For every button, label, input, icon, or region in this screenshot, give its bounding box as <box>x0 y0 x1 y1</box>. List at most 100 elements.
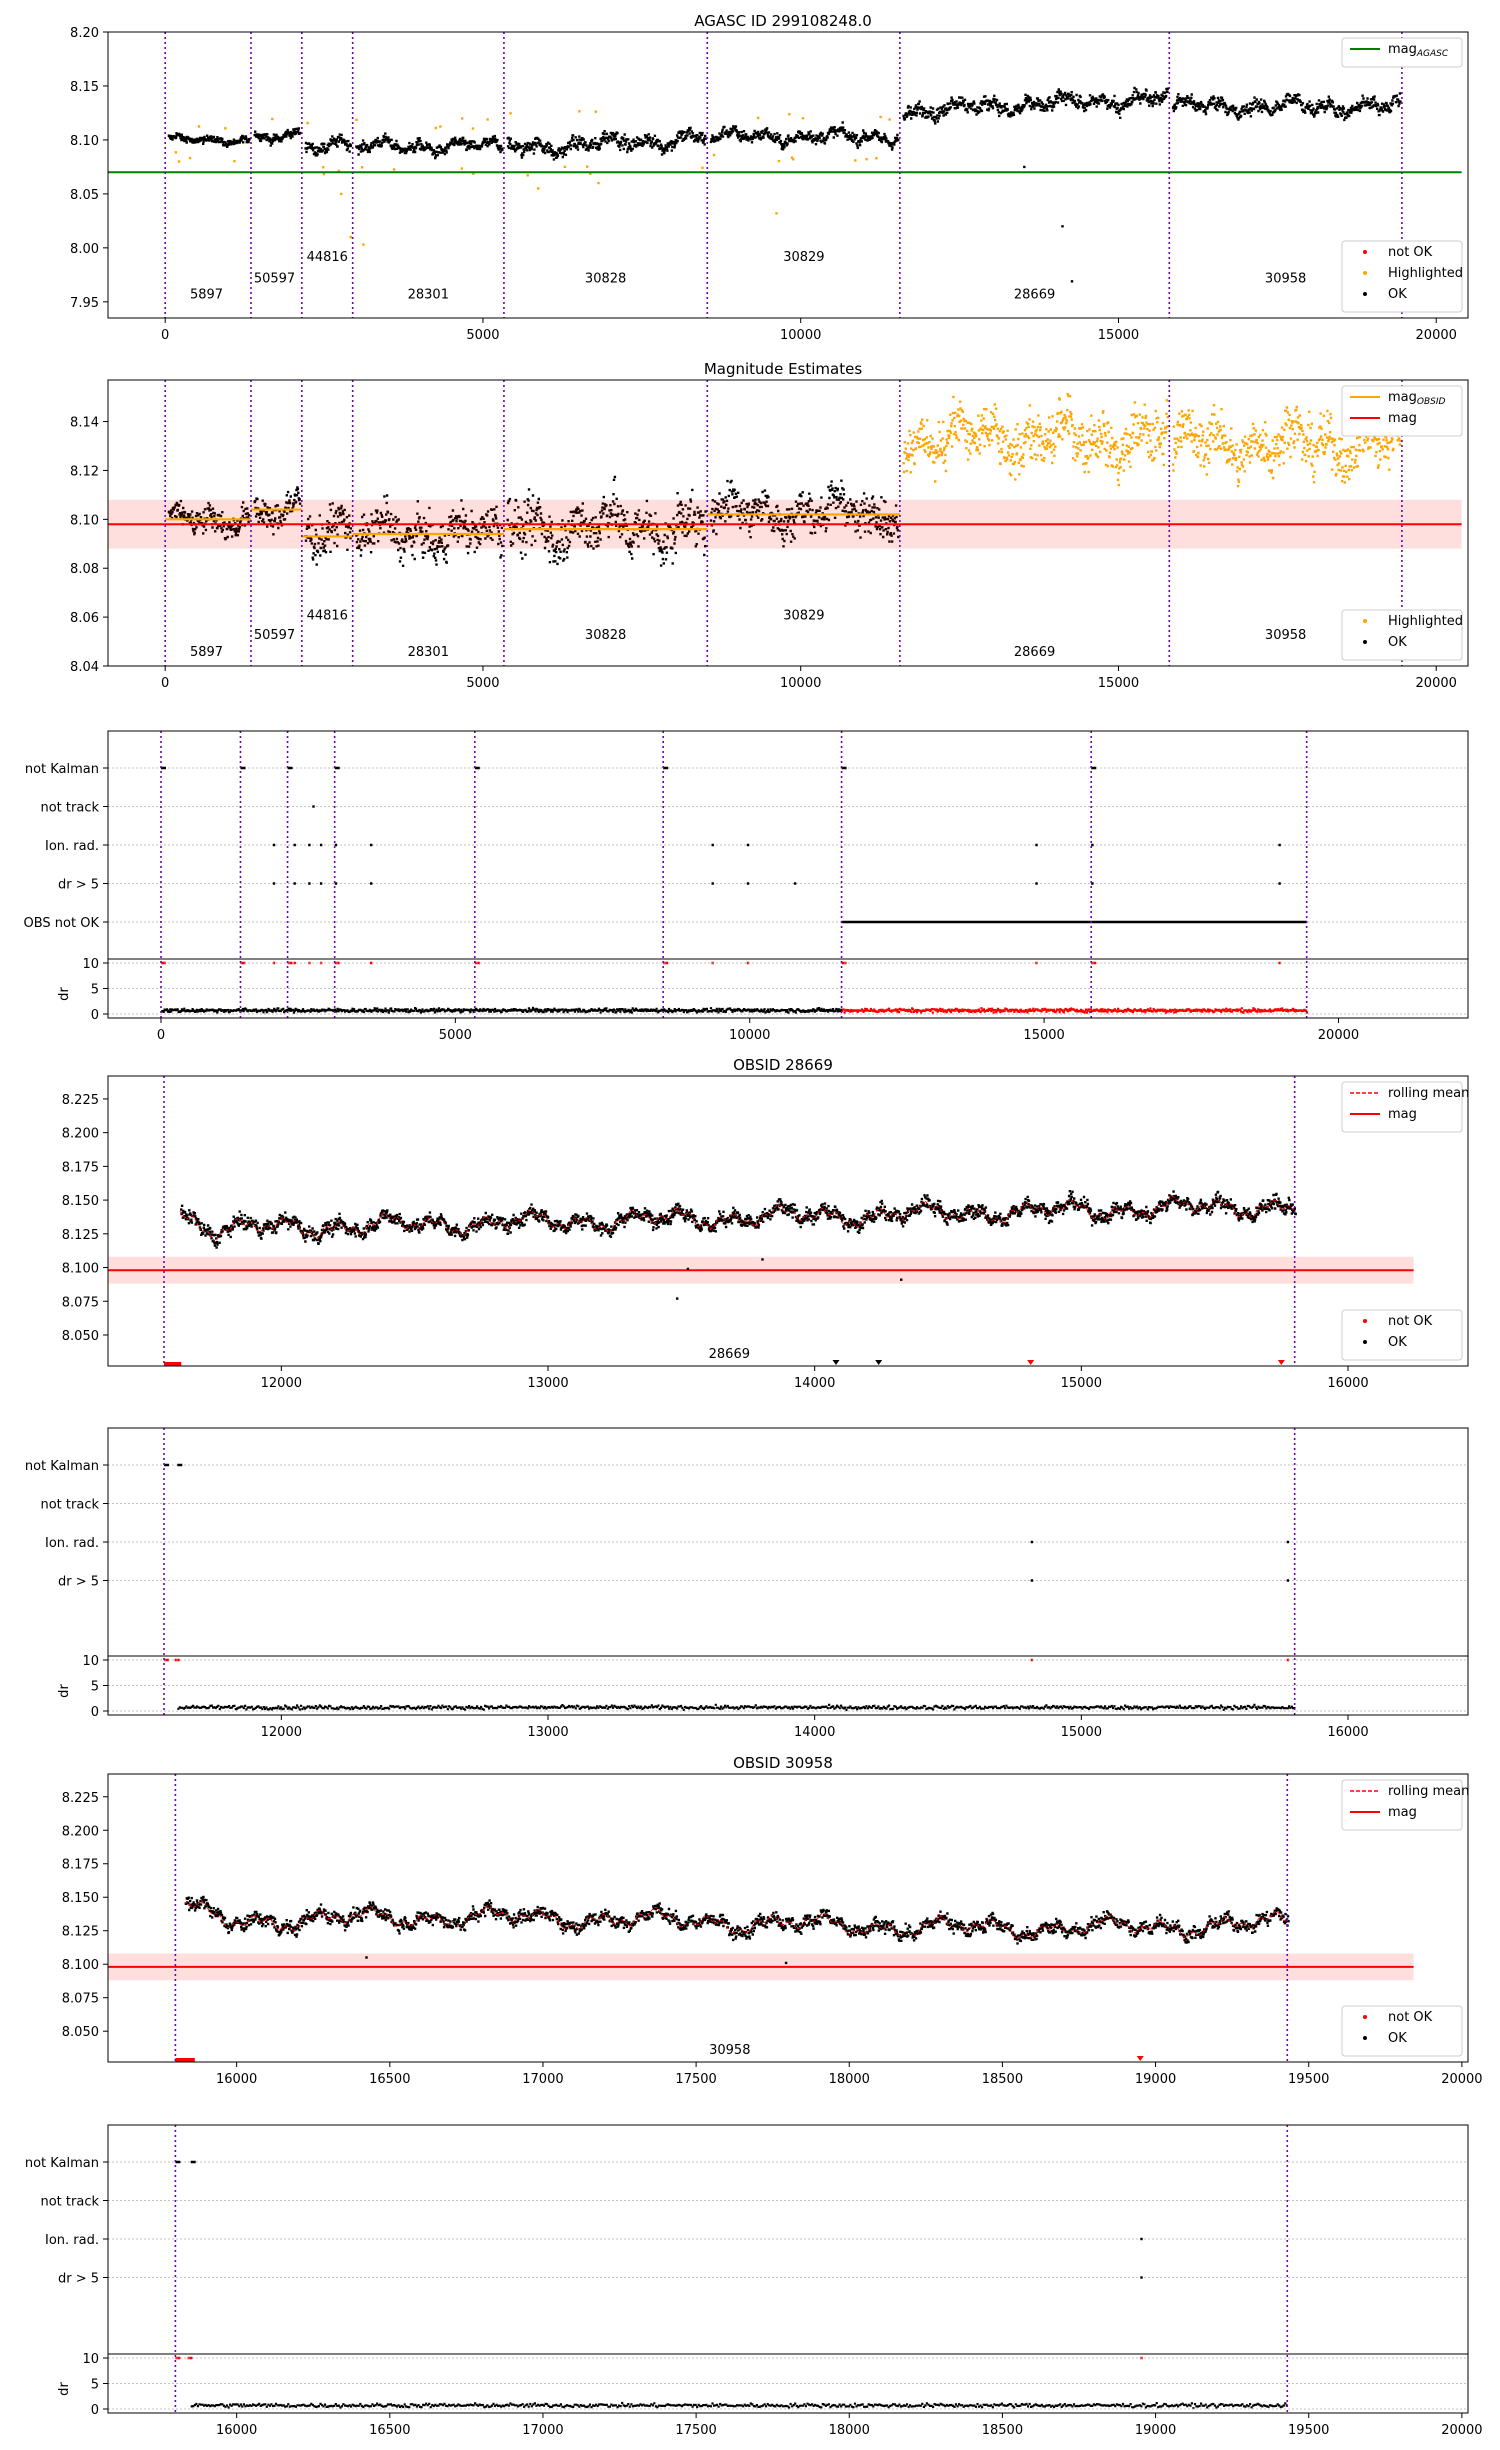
dr-tick-label: 5 <box>91 983 99 998</box>
legend-label: not OK <box>1388 2010 1433 2025</box>
x-tick-label: 17500 <box>675 2072 716 2087</box>
flag-row-label: Ion. rad. <box>45 1536 99 1551</box>
legend-marker <box>1363 250 1367 254</box>
dr-tick-label: 0 <box>91 1705 99 1720</box>
y-tick-label: 8.200 <box>62 1127 99 1142</box>
y-tick-label: 8.175 <box>62 1858 99 1873</box>
highlighted-points <box>902 393 1402 488</box>
dr-axis-label: dr <box>57 2382 72 2396</box>
x-tick-label: 13000 <box>527 1376 568 1391</box>
x-tick-label: 18000 <box>829 2072 870 2087</box>
legend-marker <box>1363 1340 1367 1344</box>
y-tick-label: 8.06 <box>70 611 99 626</box>
y-tick-label: 8.150 <box>62 1891 99 1906</box>
legend-label: mag <box>1388 1107 1417 1122</box>
legend-marker <box>1363 1319 1367 1323</box>
legend-box <box>1341 1309 1463 1361</box>
flag-row-label: dr > 5 <box>58 2272 99 2287</box>
chart-panel-1: 5897 50597 44816 28301 30828 30829 28669 30958 0… <box>70 26 1469 343</box>
flag-row-label: dr > 5 <box>58 1575 99 1590</box>
y-tick-label: 8.15 <box>70 80 99 95</box>
x-tick-label: 12000 <box>261 1376 302 1391</box>
x-tick-label: 10000 <box>780 328 821 343</box>
legend-marker <box>1363 619 1367 623</box>
obsid-label: 28669 <box>1014 645 1055 660</box>
dr-tick-label: 0 <box>91 1008 99 1023</box>
y-tick-label: 8.04 <box>70 660 99 675</box>
legend: not OK Highlighted OK <box>1341 240 1463 313</box>
legend-marker <box>1363 640 1367 644</box>
panel-title: OBSID 30958 <box>733 1754 833 1772</box>
obsid-label: 28669 <box>709 1347 750 1362</box>
obsid-label: 5897 <box>190 645 223 660</box>
obsid-label: 44816 <box>307 609 348 624</box>
chart-panel-2: 5897 50597 44816 28301 30828 30829 28669 30958 0… <box>70 379 1469 691</box>
legend: rolling mean mag <box>1341 1779 1469 1831</box>
y-tick-label: 8.075 <box>62 1992 99 2007</box>
x-tick-label: 18500 <box>982 2423 1023 2438</box>
flag-panel-1: not Kalman not track Ion. rad. dr > 5 OBS no… <box>24 730 1469 1043</box>
flag-row-label: not Kalman <box>25 2156 99 2171</box>
legend-label: not OK <box>1388 1314 1433 1329</box>
flag-row-label: not Kalman <box>25 1459 99 1474</box>
axes-frame <box>107 730 1469 1019</box>
x-tick-label: 5000 <box>466 328 499 343</box>
y-tick-label: 8.100 <box>62 1262 99 1277</box>
offscale-marker <box>1027 1360 1035 1365</box>
y-tick-label: 8.05 <box>70 188 99 203</box>
obsid-panel-1: 28669 12000 13000 14000 15000 16000 8.050 8.075… <box>62 1075 1469 1391</box>
y-tick-label: 8.075 <box>62 1295 99 1310</box>
x-tick-label: 16500 <box>369 2072 410 2087</box>
y-tick-label: 7.95 <box>70 296 99 311</box>
y-tick-label: 8.10 <box>70 513 99 528</box>
offscale-marker <box>1136 2056 1144 2061</box>
legend: Highlighted OK <box>1341 609 1463 661</box>
legend-label: rolling mean <box>1388 1086 1469 1101</box>
flag-row-label: Ion. rad. <box>45 839 99 854</box>
x-tick-label: 10000 <box>729 1028 770 1043</box>
offscale-marker <box>1277 1360 1285 1365</box>
legend-box <box>1341 37 1463 68</box>
axes-frame <box>107 379 1469 667</box>
panel-title: OBSID 28669 <box>733 1056 833 1074</box>
dr-points <box>190 2401 1288 2410</box>
dr-axis-label: dr <box>57 987 72 1001</box>
obsid-label: 30828 <box>585 628 626 643</box>
offscale-marker <box>832 1360 840 1365</box>
dr-tick-label: 0 <box>91 2403 99 2418</box>
x-tick-label: 18000 <box>829 2423 870 2438</box>
panel-obsid-28669: OBSID 28669 <box>733 1056 833 1074</box>
x-tick-label: 20000 <box>1416 328 1457 343</box>
x-tick-label: 18500 <box>982 2072 1023 2087</box>
legend-label: Highlighted <box>1388 266 1463 281</box>
legend: not OK OK <box>1341 2005 1463 2057</box>
y-tick-label: 8.10 <box>70 134 99 149</box>
x-tick-label: 20000 <box>1441 2423 1482 2438</box>
x-tick-label: 0 <box>161 676 169 691</box>
flag-points <box>161 766 1309 1014</box>
x-tick-label: 16000 <box>216 2072 257 2087</box>
legend-label: OK <box>1388 2031 1407 2046</box>
legend-label: mag <box>1388 1805 1417 1820</box>
legend-marker <box>1363 2015 1367 2019</box>
x-tick-label: 20000 <box>1416 676 1457 691</box>
legend-box <box>1341 1779 1463 1831</box>
ok-points <box>167 86 1402 161</box>
dr-tick-label: 5 <box>91 2378 99 2393</box>
x-tick-label: 16000 <box>216 2423 257 2438</box>
axes-frame <box>107 1075 1469 1367</box>
y-tick-label: 8.125 <box>62 1228 99 1243</box>
panel-title: Magnitude Estimates <box>704 360 862 378</box>
data-points <box>108 1895 1414 2062</box>
x-tick-label: 15000 <box>1061 1376 1102 1391</box>
x-tick-label: 20000 <box>1318 1028 1359 1043</box>
axes-frame <box>107 2124 1469 2414</box>
flag-points <box>164 1463 1296 1712</box>
legend-marker <box>1363 292 1367 296</box>
x-tick-label: 13000 <box>527 1725 568 1740</box>
x-tick-label: 16000 <box>1327 1376 1368 1391</box>
flag-row-label: not track <box>40 1498 99 1513</box>
highlighted-points <box>174 110 891 246</box>
panel-obsid-30958: OBSID 30958 <box>733 1754 833 1772</box>
